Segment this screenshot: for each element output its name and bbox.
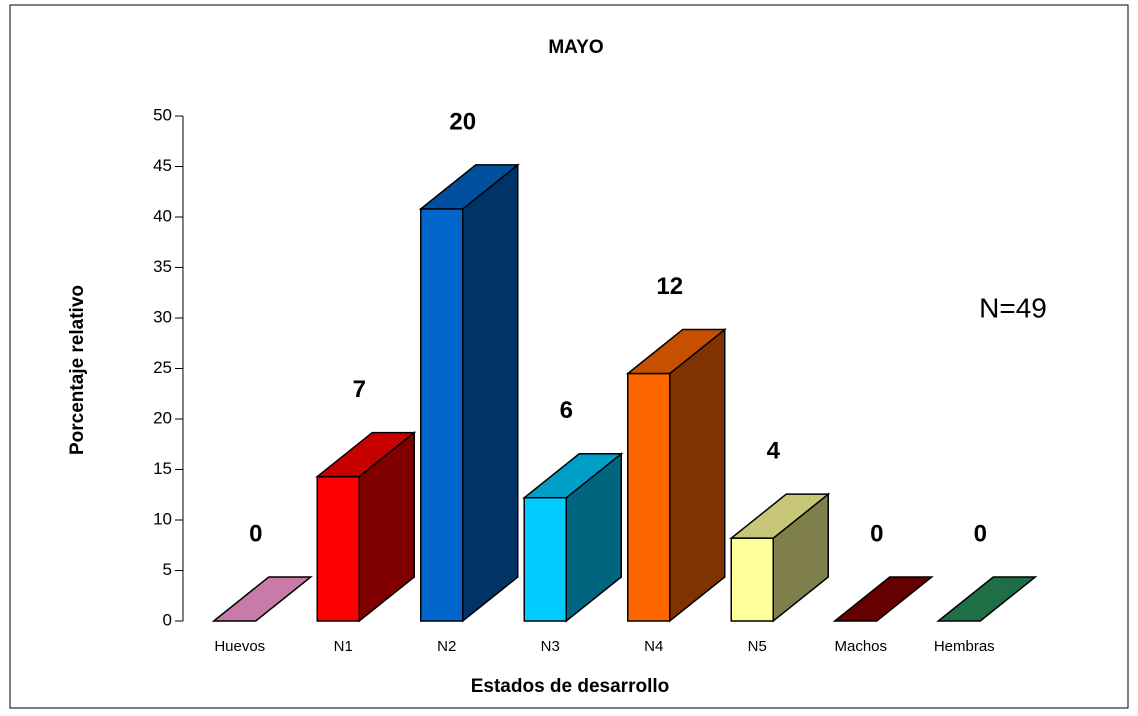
data-label: 20 [449, 108, 476, 135]
y-tick-label: 40 [153, 206, 172, 225]
x-tick-label: Hembras [934, 638, 995, 655]
chart-title: MAYO [548, 37, 603, 58]
bar-top [418, 164, 520, 210]
bar [832, 576, 934, 622]
y-tick-label: 20 [153, 408, 172, 427]
bar-front [730, 537, 774, 622]
bar [522, 452, 624, 623]
x-tick-label: Machos [834, 638, 887, 655]
x-tick-label: N3 [541, 638, 560, 655]
y-tick-label: 0 [163, 610, 172, 629]
data-label: 0 [870, 520, 883, 547]
y-tick-label: 30 [153, 307, 172, 326]
bar-side [669, 327, 726, 623]
y-tick-label: 50 [153, 105, 172, 124]
data-label: 0 [249, 520, 262, 547]
bar-front [523, 497, 567, 622]
bar-top [832, 576, 934, 622]
y-axis-label: Porcentaje relativo [67, 285, 88, 455]
bar [729, 492, 831, 623]
bar-side [462, 163, 519, 623]
bar-top [315, 431, 417, 478]
bar-front [627, 372, 671, 622]
data-label: 12 [656, 273, 683, 300]
bar-front [420, 208, 464, 622]
bar [936, 576, 1038, 622]
data-label: 6 [560, 397, 573, 424]
y-tick-label: 35 [153, 257, 172, 276]
data-label: 0 [974, 520, 987, 547]
bar [211, 576, 313, 622]
bar-top [211, 576, 313, 622]
bar [418, 163, 520, 623]
annotation: N=49 [979, 292, 1047, 323]
x-tick-label: Huevos [214, 638, 265, 655]
y-tick-label: 25 [153, 358, 172, 377]
data-label: 7 [353, 376, 366, 403]
y-tick-label: 15 [153, 459, 172, 478]
x-tick-label: N4 [644, 638, 663, 655]
bar-top [625, 328, 727, 375]
x-tick-label: N2 [437, 638, 456, 655]
bar-top [522, 453, 624, 499]
x-axis-label: Estados de desarrollo [471, 676, 670, 697]
y-tick-label: 45 [153, 156, 172, 175]
x-tick-label: N5 [748, 638, 767, 655]
bar-top [936, 576, 1038, 622]
y-tick-label: 10 [153, 509, 172, 528]
data-label: 4 [767, 438, 781, 465]
x-tick-label: N1 [334, 638, 353, 655]
bar [625, 327, 727, 623]
bar-front [316, 475, 360, 622]
bar [315, 431, 417, 623]
bar-top [729, 493, 831, 539]
y-tick-label: 5 [163, 560, 172, 579]
